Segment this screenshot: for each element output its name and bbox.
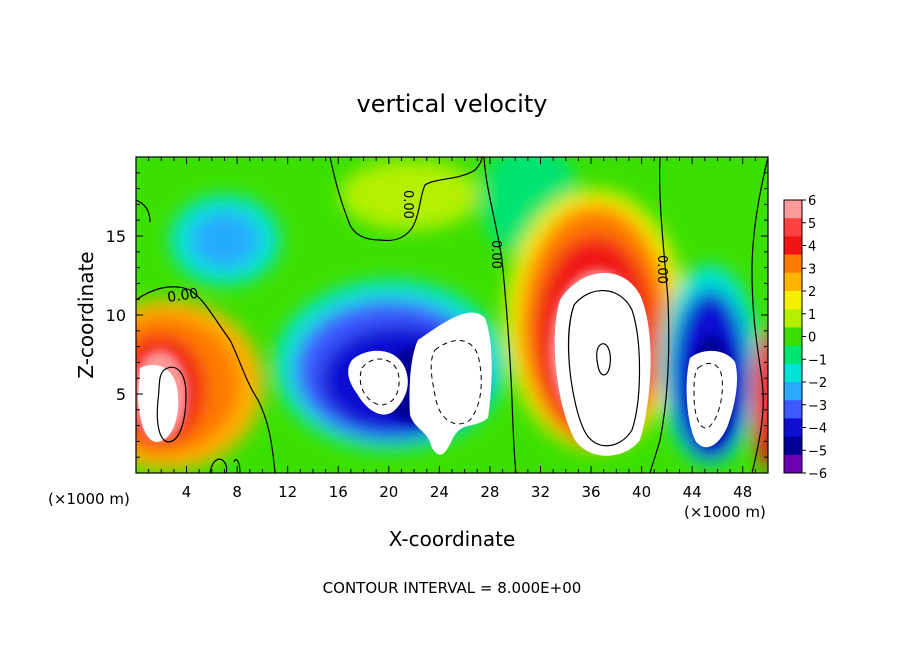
colorbar-swatch: [784, 400, 802, 419]
x-tick-label: 12: [278, 483, 297, 501]
y-tick-label: 15: [106, 227, 126, 246]
colorbar-swatch: [784, 291, 802, 310]
colorbar-label: 6: [808, 194, 816, 209]
colorbar-swatch: [784, 345, 802, 365]
colorbar-swatch: [784, 454, 802, 474]
colorbar-label: −5: [808, 444, 827, 459]
x-tick-label: 8: [232, 483, 242, 501]
contour-label-right: 0.00: [654, 255, 669, 284]
colorbar-swatch: [784, 218, 802, 237]
y-axis-label: Z-coordinate: [74, 251, 98, 378]
colorbar-swatch: [784, 236, 802, 255]
colorbar-swatch: [784, 327, 802, 346]
colorbar-label: −3: [808, 399, 827, 414]
zero-contour-right-edge: [751, 157, 768, 473]
colorbar-label: 0: [808, 331, 816, 346]
contour-small-bottom-2: [233, 459, 241, 473]
contour-label-left: 0.00: [166, 286, 199, 306]
colorbar-swatch: [784, 254, 802, 274]
contour-interval-note: CONTOUR INTERVAL = 8.000E+00: [323, 579, 582, 597]
colorbar-label: 2: [808, 285, 816, 300]
edge-updraft: [752, 330, 768, 470]
zero-contour-top-left: [136, 199, 151, 223]
upper-green-patch: [340, 160, 480, 230]
colorbar-label: 1: [808, 308, 816, 323]
y-tick-label: 10: [106, 306, 126, 325]
neg-contour-c: [693, 362, 723, 429]
colorbar-swatch: [784, 200, 802, 219]
colorbar-label: −2: [808, 376, 827, 391]
x-tick-label: 24: [430, 483, 449, 501]
colorbar-label: 4: [808, 240, 816, 255]
colorbar-label: 3: [808, 262, 816, 277]
x-unit-right: (×1000 m): [684, 503, 766, 521]
right-updraft-core: [554, 272, 651, 456]
y-tick-label: 5: [116, 385, 126, 404]
x-tick-label: 36: [581, 483, 600, 501]
colorbar-label: −6: [808, 467, 827, 482]
x-axis: 4 8 12 16 20 24 28 32 36 40 44 48: [148, 157, 756, 501]
colorbar-label: 5: [808, 217, 816, 232]
zero-contour-right: [649, 157, 670, 473]
x-axis-label: X-coordinate: [389, 527, 516, 551]
colorbar: 6 5 4 3 2 1 0 −1 −2 −3 −4 −5 −6: [783, 194, 827, 482]
colorbar-swatch: [784, 272, 802, 292]
colorbar-swatch: [784, 418, 802, 437]
x-unit-left: (×1000 m): [48, 490, 130, 508]
upper-downdraft-blue: [190, 212, 260, 268]
right-downdraft-core-white: [686, 350, 738, 448]
contour-left-core: [156, 366, 187, 443]
x-tick-label: 48: [733, 483, 752, 501]
contour-label-mid: 0.00: [488, 240, 503, 269]
contour-label-upper: 0.00: [400, 190, 415, 219]
colorbar-swatch: [784, 309, 802, 328]
contour-right-core: [567, 290, 641, 447]
negative-contours: [359, 340, 723, 429]
x-tick-label: 44: [683, 483, 702, 501]
chart-title: vertical velocity: [357, 90, 548, 118]
x-tick-label: 28: [480, 483, 499, 501]
zero-contour-upper: [329, 157, 483, 242]
x-tick-label: 20: [379, 483, 398, 501]
x-tick-label: 4: [182, 483, 192, 501]
neg-contour-b: [430, 340, 482, 425]
zero-contour-left: [136, 286, 276, 473]
colorbar-label: −1: [808, 353, 827, 368]
contour-lines: [136, 157, 768, 473]
colorbar-swatch: [784, 363, 802, 383]
colorbar-swatch: [784, 382, 802, 401]
colorbar-swatch: [784, 436, 802, 456]
x-tick-label: 32: [531, 483, 550, 501]
heatmap-field: 0.00 0.00 0.00 0.00: [136, 157, 768, 473]
x-tick-label: 16: [329, 483, 348, 501]
y-axis: 5 10 15: [106, 172, 768, 458]
x-tick-label: 40: [632, 483, 651, 501]
contour-small-bottom: [209, 458, 228, 473]
colorbar-label: −4: [808, 422, 827, 437]
contour-right-inner: [596, 343, 611, 376]
neg-contour-a: [359, 358, 400, 406]
zero-contour-mid: [483, 157, 517, 473]
